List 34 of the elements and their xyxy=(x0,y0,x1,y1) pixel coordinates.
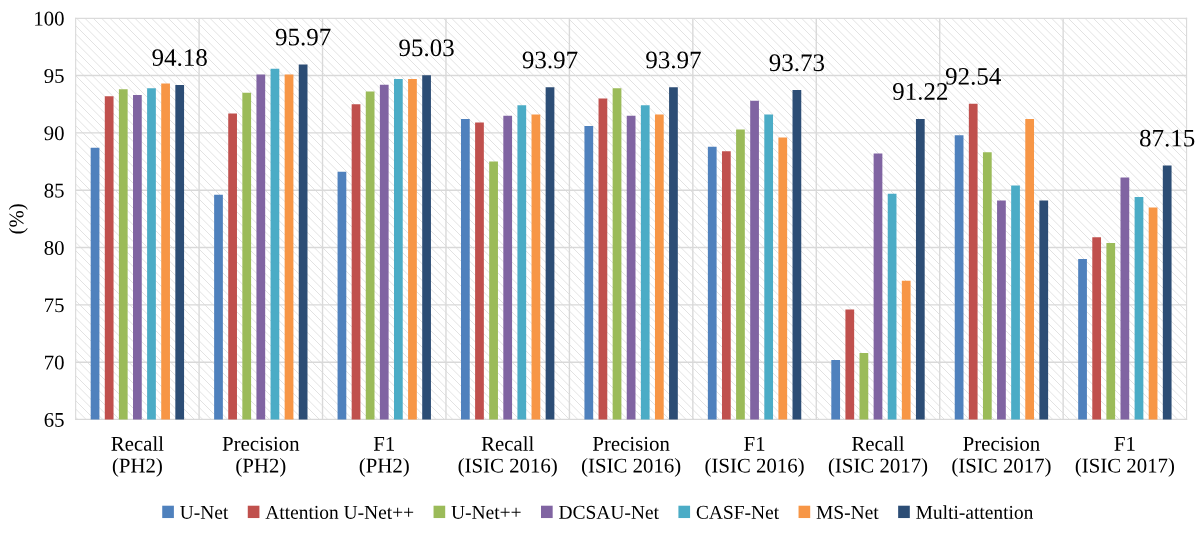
x-tick-label: Recall (ISIC 2017) xyxy=(828,436,928,477)
x-tick-label: Precision (ISIC 2016) xyxy=(581,436,681,477)
x-tick-label: Recall (PH2) xyxy=(111,436,164,477)
data-label: 93.73 xyxy=(769,54,825,72)
x-tick-label: Recall (ISIC 2016) xyxy=(458,436,557,477)
data-label: 94.18 xyxy=(152,49,207,67)
y-tick-label: 95 xyxy=(44,68,64,83)
y-tick-label: 85 xyxy=(44,183,64,198)
legend-label: Multi-attention xyxy=(916,505,1034,519)
legend-label: MS-Net xyxy=(816,505,879,519)
x-tick-label: Precision (PH2) xyxy=(222,436,300,477)
data-label: 93.97 xyxy=(646,51,701,69)
legend-label: U-Net++ xyxy=(451,506,521,519)
data-label: 87.15 xyxy=(1140,129,1195,147)
legend-label: DCSAU-Net xyxy=(559,505,659,519)
y-tick-label: 75 xyxy=(45,298,64,313)
y-tick-label: 70 xyxy=(45,355,64,370)
data-label: 91.22 xyxy=(893,83,948,101)
legend-label: CASF-Net xyxy=(696,505,779,519)
x-tick-label: Precision (ISIC 2017) xyxy=(952,436,1051,477)
data-label: 92.54 xyxy=(945,67,1001,85)
y-tick-label: 90 xyxy=(44,126,64,141)
data-label: 95.97 xyxy=(275,28,331,46)
data-label: 93.97 xyxy=(522,51,578,69)
y-tick-label: 65 xyxy=(44,412,64,427)
y-axis-title: (%) xyxy=(8,204,28,234)
y-tick-label: 100 xyxy=(35,11,64,26)
x-tick-label: F1 (ISIC 2017) xyxy=(1075,436,1175,477)
legend-label: U-Net xyxy=(180,506,229,519)
data-label: 95.03 xyxy=(399,39,454,57)
x-tick-label: F1 (ISIC 2016) xyxy=(705,436,804,477)
legend-label: Attention U-Net++ xyxy=(265,505,414,519)
x-tick-label: F1 (PH2) xyxy=(359,436,409,477)
y-tick-label: 80 xyxy=(44,240,64,255)
